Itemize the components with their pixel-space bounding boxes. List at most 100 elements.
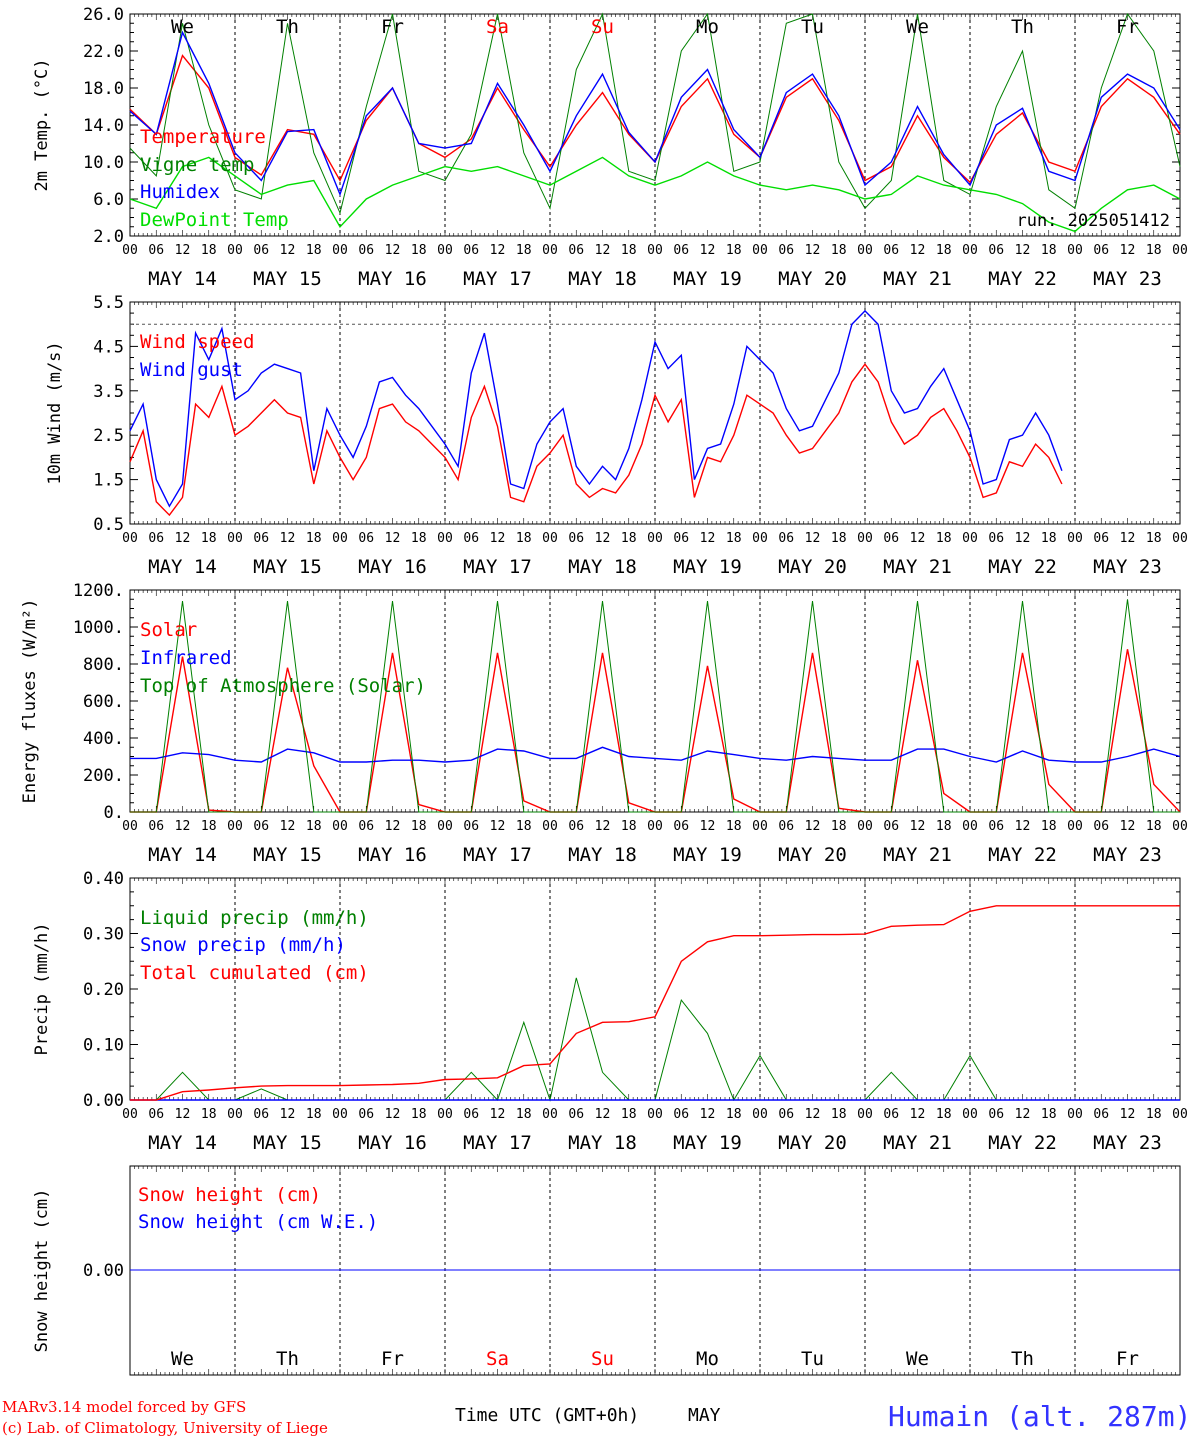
date-label: MAY 15 (253, 1132, 322, 1154)
hour-tick-label: 12 (490, 1107, 506, 1122)
weekday-label: Fr (1116, 1348, 1139, 1370)
legend-entry: Wind gust (140, 359, 243, 381)
hour-tick-label: 00 (752, 243, 768, 258)
hour-tick-label: 00 (1172, 243, 1188, 258)
panel-4: 0.40 0.30 0.20 0.10 0.00 Precip (mm/h) Liquid … (32, 869, 1188, 1154)
legend-entry: Total cumulated (cm) (140, 962, 369, 984)
hour-tick-label: 00 (752, 531, 768, 546)
hour-tick-label: 06 (673, 531, 689, 546)
weekday-label: Sa (486, 1348, 509, 1370)
panel-5: 0.00 Snow height (cm) Snow height (cm) Snow… (32, 1165, 1181, 1376)
hour-tick-label: 06 (883, 1107, 899, 1122)
date-label: MAY 15 (253, 844, 322, 866)
copyright: (c) Lab. of Climatology, University of L… (2, 1419, 328, 1437)
hour-tick-label: 06 (358, 243, 374, 258)
hour-tick-label: 12 (280, 819, 296, 834)
date-label: MAY 23 (1093, 1132, 1162, 1154)
date-label: MAY 21 (883, 844, 952, 866)
hour-tick-label: 18 (516, 243, 532, 258)
hour-tick-label: 18 (411, 1107, 427, 1122)
y-tick-label: 10.0 (83, 153, 124, 173)
weekday-label: Fr (1116, 16, 1139, 38)
hour-tick-label: 12 (700, 531, 716, 546)
date-label: MAY 16 (358, 1132, 427, 1154)
hour-tick-label: 12 (175, 531, 191, 546)
y-tick-label: 0.30 (83, 925, 124, 945)
hour-tick-label: 12 (280, 1107, 296, 1122)
hour-tick-label: 06 (148, 531, 164, 546)
date-label: MAY 18 (568, 1132, 637, 1154)
legend-entry: Solar (140, 619, 197, 641)
hour-tick-label: 06 (988, 1107, 1004, 1122)
hour-tick-label: 06 (253, 819, 269, 834)
hour-tick-label: 06 (148, 1107, 164, 1122)
hour-tick-label: 06 (883, 243, 899, 258)
legend-entry: Vigne temp (140, 154, 254, 176)
legend-entry: Temperature (140, 126, 266, 148)
hour-tick-label: 18 (831, 243, 847, 258)
hour-tick-label: 00 (227, 531, 243, 546)
weekday-label: Mo (696, 1348, 719, 1370)
y-axis-label: Precip (mm/h) (32, 922, 52, 1055)
hour-tick-label: 12 (1120, 243, 1136, 258)
y-axis-label: 10m Wind (m/s) (45, 341, 65, 484)
panel-1: 26.0 22.0 18.0 14.0 10.0 6.0 2.0 2m Temp. (°C) T… (32, 5, 1188, 290)
hour-tick-label: 18 (936, 243, 952, 258)
hour-tick-label: 18 (1041, 1107, 1057, 1122)
hour-tick-label: 00 (227, 243, 243, 258)
hour-tick-label: 18 (516, 1107, 532, 1122)
hour-tick-label: 18 (831, 819, 847, 834)
date-label: MAY 20 (778, 556, 847, 578)
y-tick-label: 26.0 (83, 5, 124, 25)
date-label: MAY 17 (463, 844, 532, 866)
hour-tick-label: 06 (463, 1107, 479, 1122)
weekday-label: Th (1011, 16, 1034, 38)
series-line-humidex (129, 30, 1181, 197)
hour-tick-label: 18 (306, 243, 322, 258)
hour-tick-label: 06 (883, 531, 899, 546)
legend-entry: Snow height (cm) (138, 1184, 321, 1206)
hour-tick-label: 00 (1172, 819, 1188, 834)
y-tick-label: 0.00 (83, 1091, 124, 1111)
legend-entry: Humidex (140, 181, 220, 203)
hour-tick-label: 12 (385, 1107, 401, 1122)
y-axis-label: Energy fluxes (W/m²) (20, 599, 40, 804)
hour-tick-label: 06 (463, 243, 479, 258)
station-label: Humain (alt. 287m) (888, 1400, 1192, 1433)
hour-tick-label: 06 (148, 243, 164, 258)
hour-tick-label: 00 (857, 243, 873, 258)
date-label: MAY 14 (148, 1132, 217, 1154)
weekday-label: We (906, 1348, 929, 1370)
date-label: MAY 18 (568, 844, 637, 866)
legend-entry: Infrared (140, 647, 232, 669)
date-label: MAY 21 (883, 1132, 952, 1154)
hour-tick-label: 00 (1067, 243, 1083, 258)
hour-tick-label: 18 (831, 1107, 847, 1122)
date-label: MAY 14 (148, 844, 217, 866)
hour-tick-label: 18 (726, 819, 742, 834)
date-label: MAY 20 (778, 844, 847, 866)
hour-tick-label: 12 (1120, 1107, 1136, 1122)
hour-tick-label: 00 (857, 531, 873, 546)
hour-tick-label: 00 (1172, 1107, 1188, 1122)
date-label: MAY 17 (463, 1132, 532, 1154)
month-label: MAY (688, 1405, 721, 1426)
hour-tick-label: 18 (936, 531, 952, 546)
hour-tick-label: 00 (1067, 531, 1083, 546)
date-label: MAY 19 (673, 1132, 742, 1154)
hour-tick-label: 00 (647, 531, 663, 546)
series-line-dewpoint-temp (129, 156, 1181, 233)
hour-tick-label: 18 (621, 1107, 637, 1122)
hour-tick-label: 00 (752, 1107, 768, 1122)
series-line-total-cumulated-cm- (130, 905, 1180, 1101)
hour-tick-label: 18 (306, 819, 322, 834)
hour-tick-label: 06 (1093, 243, 1109, 258)
date-label: MAY 14 (148, 268, 217, 290)
hour-tick-label: 18 (621, 243, 637, 258)
y-tick-label: 800. (83, 655, 124, 675)
date-label: MAY 19 (673, 556, 742, 578)
hour-tick-label: 12 (805, 531, 821, 546)
date-label: MAY 16 (358, 268, 427, 290)
y-tick-label: 1200. (73, 581, 124, 601)
hour-tick-label: 00 (227, 1107, 243, 1122)
